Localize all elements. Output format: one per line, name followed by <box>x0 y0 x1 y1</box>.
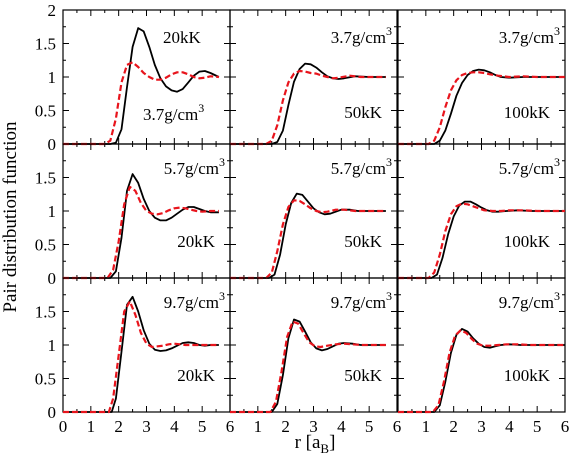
y-tick-label: 1 <box>48 336 57 355</box>
panel-0-0: 0 0.5 1 1.5 2 20kK 3.7g/cm3 <box>35 1 231 154</box>
density-label: 3.7g/cm3 <box>143 101 204 124</box>
y-tick-label: 1 <box>48 68 57 87</box>
solid-series-line <box>63 27 220 145</box>
y-tick-label: 1 <box>48 202 57 221</box>
x-tick-label: 3 <box>477 417 486 436</box>
temperature-label: 100kK <box>504 366 551 385</box>
solid-series-line <box>398 68 565 145</box>
solid-series-line <box>398 327 565 413</box>
temperature-label: 50kK <box>344 366 383 385</box>
x-tick-label: 1 <box>87 417 96 436</box>
panel-1-2: 5.7g/cm3 100kK <box>397 143 566 280</box>
x-tick-label: 3 <box>309 417 318 436</box>
y-tick-label: 0.5 <box>35 370 56 389</box>
dashed-series-line <box>63 300 219 414</box>
solid-series-line <box>230 62 386 145</box>
dashed-series-line <box>230 199 386 280</box>
panel-0-2: 3.7g/cm3 100kK <box>397 9 566 146</box>
x-axis-label: r [aB] <box>295 432 336 456</box>
x-tick-label: 6 <box>226 417 235 436</box>
panel-1-1: 5.7g/cm3 50kK <box>229 143 398 280</box>
dashed-series-line <box>230 69 386 146</box>
x-axis-label-subscript: B <box>320 441 329 456</box>
temperature-label: 50kK <box>344 103 383 122</box>
density-label: 9.7g/cm3 <box>499 289 560 312</box>
panel-1-0: 0 0.5 1 1.5 5.7g/cm3 20kK <box>35 143 231 288</box>
panel-grid: 00.511.5220kK3.7g/cm33.7g/cm350kK3.7g/cm… <box>35 1 570 436</box>
x-tick-label: 3 <box>142 417 151 436</box>
x-tick-label: 4 <box>170 417 179 436</box>
x-tick-label: 2 <box>114 417 123 436</box>
y-tick-label: 0.5 <box>35 236 56 255</box>
x-axis-label-main: r [a <box>295 432 321 453</box>
dashed-series-line <box>398 329 565 414</box>
density-label: 5.7g/cm3 <box>499 155 560 178</box>
x-tick-label: 0 <box>59 417 68 436</box>
temperature-label: 50kK <box>344 232 383 251</box>
x-tick-label: 2 <box>449 417 458 436</box>
temperature-label: 20kK <box>177 232 216 251</box>
y-tick-label: 0 <box>48 269 57 288</box>
solid-series-line <box>230 192 386 279</box>
x-axis-label-end: ] <box>329 432 335 453</box>
x-tick-label: 5 <box>365 417 374 436</box>
y-tick-label: 0 <box>48 403 57 422</box>
y-tick-label: 1.5 <box>35 169 56 188</box>
x-tick-label: 5 <box>198 417 207 436</box>
solid-series-line <box>63 295 219 413</box>
y-axis-label: Pair distribution function <box>0 121 21 313</box>
dashed-series-line <box>63 185 219 280</box>
density-label: 5.7g/cm3 <box>331 155 392 178</box>
panel-2-2: 1 2 3 4 5 6 9.7g/cm3 100kK <box>397 277 570 436</box>
temperature-label: 100kK <box>504 103 551 122</box>
temperature-label: 100kK <box>504 232 551 251</box>
y-tick-label: 1.5 <box>35 303 56 322</box>
x-tick-label: 1 <box>254 417 263 436</box>
density-label: 9.7g/cm3 <box>164 289 225 312</box>
y-tick-label: 2 <box>48 1 57 20</box>
y-tick-label: 1.5 <box>35 35 56 54</box>
density-label: 3.7g/cm3 <box>499 24 560 47</box>
x-tick-label: 5 <box>533 417 542 436</box>
dashed-series-line <box>63 61 219 146</box>
density-label: 9.7g/cm3 <box>331 289 392 312</box>
x-tick-label: 1 <box>422 417 431 436</box>
density-label: 3.7g/cm3 <box>331 24 392 47</box>
temperature-label: 20kK <box>163 28 202 47</box>
dashed-series-line <box>398 202 565 280</box>
dashed-series-line <box>398 71 565 146</box>
x-tick-label: 6 <box>561 417 570 436</box>
x-tick-label: 6 <box>393 417 402 436</box>
density-label: 5.7g/cm3 <box>164 155 225 178</box>
solid-series-line <box>63 173 219 279</box>
x-tick-label: 4 <box>505 417 514 436</box>
solid-series-line <box>230 318 386 413</box>
y-tick-label: 0 <box>48 135 57 154</box>
dashed-series-line <box>230 320 386 414</box>
temperature-label: 20kK <box>177 366 216 385</box>
panel-0-1: 3.7g/cm3 50kK <box>229 9 398 146</box>
y-tick-label: 0.5 <box>35 102 56 121</box>
x-tick-label: 4 <box>337 417 346 436</box>
x-tick-label: 2 <box>281 417 290 436</box>
